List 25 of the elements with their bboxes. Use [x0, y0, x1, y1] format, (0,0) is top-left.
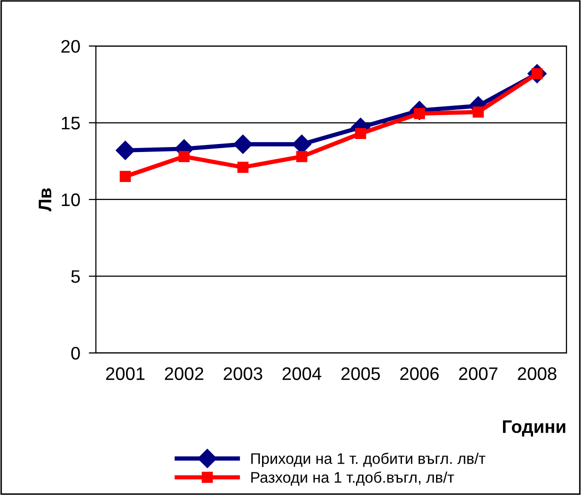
x-tick-label: 2007: [459, 367, 498, 380]
legend-label: Разходи на 1 т.доб.въгл, лв/т: [251, 471, 454, 486]
point: [120, 170, 131, 182]
y-tick-label: 10: [62, 193, 80, 206]
x-axis-title: Години: [503, 420, 566, 436]
point: [233, 134, 252, 154]
point: [178, 150, 190, 162]
y-axis-title: Лв: [38, 188, 52, 212]
y-tick-label: 15: [62, 116, 80, 130]
x-tick-label: 2008: [518, 367, 556, 380]
x-tick-label: 2006: [400, 367, 439, 380]
point: [296, 150, 308, 162]
point: [472, 106, 484, 118]
y-tick-label: 5: [71, 270, 80, 283]
point: [355, 128, 366, 140]
x-tick-label: 2004: [282, 367, 322, 380]
x-tick-label: 2005: [341, 367, 380, 380]
y-tick-label: 20: [61, 40, 80, 53]
x-tick-label: 2003: [224, 367, 262, 380]
legend-label: Приходи на 1 т. добити въгл. лв/т: [251, 452, 486, 468]
point: [237, 162, 248, 173]
x-tick-label: 2001: [106, 367, 144, 380]
point: [116, 140, 135, 160]
y-tick-label: 0: [71, 346, 80, 360]
x-tick-label: 2002: [164, 367, 204, 380]
